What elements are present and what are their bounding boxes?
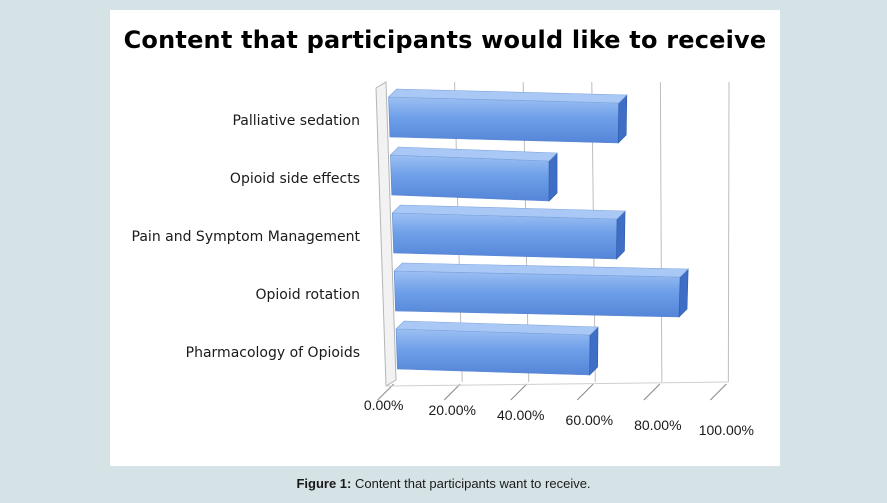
bar-front <box>390 154 550 202</box>
x-tick-label: 0.00% <box>364 397 404 413</box>
chart-title: Content that participants would like to … <box>123 26 767 54</box>
axis-tick <box>377 383 395 401</box>
x-tick-label: 20.00% <box>428 402 475 418</box>
left-wall <box>375 81 397 387</box>
bar-top <box>393 262 689 278</box>
caption-label: Figure 1: <box>296 476 352 491</box>
floor-edge <box>385 381 729 387</box>
x-tick-label: 60.00% <box>566 412 613 428</box>
bar-top <box>395 320 599 336</box>
bar-top <box>387 88 628 104</box>
bar-top <box>389 146 558 162</box>
figure-panel: Content that participants would like to … <box>110 10 780 466</box>
bar-top <box>391 204 626 220</box>
gridline <box>727 81 730 383</box>
axis-tick <box>643 383 661 401</box>
axis-tick <box>576 383 594 401</box>
axis-tick <box>510 383 528 401</box>
category-label: Pharmacology of Opioids <box>186 345 360 361</box>
category-label: Palliative sedation <box>232 113 360 129</box>
category-label: Opioid rotation <box>256 287 361 303</box>
bar-chart: 0.00% 20.00% 40.00% 60.00% 80.00% 100.00% Pall… <box>132 81 754 438</box>
figure-caption: Figure 1: Content that participants want… <box>0 476 887 491</box>
bar-front <box>392 212 618 260</box>
bar-front <box>393 270 681 318</box>
category-label: Opioid side effects <box>230 171 360 187</box>
gridline <box>659 81 663 383</box>
bar-front <box>388 96 620 144</box>
caption-text: Content that participants want to receiv… <box>351 476 591 491</box>
bar-front <box>395 328 591 376</box>
axis-tick <box>443 383 461 401</box>
x-tick-label: 80.00% <box>634 417 681 433</box>
x-tick-label: 40.00% <box>497 407 544 423</box>
x-tick-label: 100.00% <box>699 422 754 438</box>
axis-tick <box>710 383 727 401</box>
category-label: Pain and Symptom Management <box>132 229 361 245</box>
